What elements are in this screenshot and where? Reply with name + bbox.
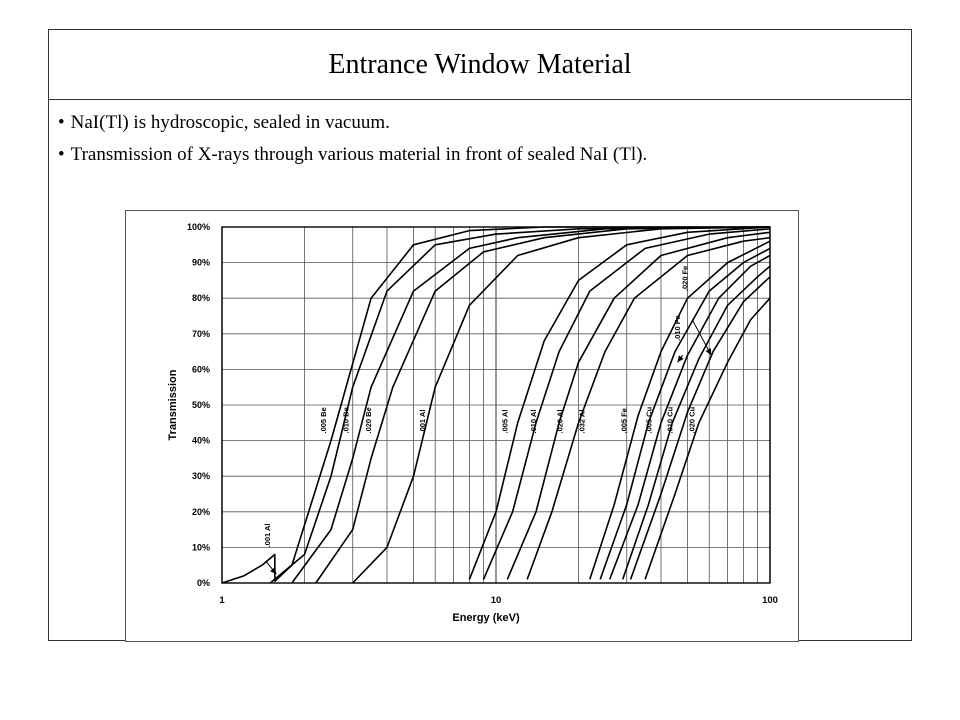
series-line	[506, 231, 771, 580]
series-line	[468, 226, 771, 580]
series-line	[629, 276, 771, 580]
chart-axes: 0% 10% 20% 30% 40% 50% 60% 70% 80% 90% 100% 1 10 100 E…	[167, 222, 778, 624]
series-label: .020 Cu	[688, 406, 697, 433]
label-arrowhead	[705, 348, 712, 356]
series-line	[589, 240, 771, 580]
y-tick-label: 70%	[192, 329, 210, 339]
series-label: .010 Be	[342, 407, 351, 433]
series-line	[644, 297, 771, 580]
series-line	[599, 247, 771, 580]
transmission-chart: .001 Al .005 Be .010 Be .020 Be .001 Al .005 …	[167, 222, 778, 624]
bullet-item: NaI(Tl) is hydroscopic, sealed in vacuum…	[58, 112, 647, 134]
series-label: .010 Cu	[665, 406, 674, 433]
y-tick-label: 40%	[192, 436, 210, 446]
title-row: Entrance Window Material	[49, 30, 911, 100]
series-label: .020 Fe	[681, 266, 690, 291]
plot-area-border	[221, 226, 771, 584]
series-label: .032 Al	[577, 410, 586, 434]
y-tick-label: 80%	[192, 293, 210, 303]
y-tick-label: 50%	[192, 400, 210, 410]
y-tick-label: 20%	[192, 507, 210, 517]
chart-container: .001 Al .005 Be .010 Be .020 Be .001 Al .005 …	[125, 210, 799, 642]
chart-annotations: .001 Al .005 Be .010 Be .020 Be .001 Al .005 …	[263, 266, 712, 575]
x-tick-label: 1	[219, 595, 225, 606]
x-tick-label: 10	[491, 595, 502, 606]
chart-curves	[221, 226, 771, 584]
series-line	[482, 228, 771, 580]
series-label: .010 Fe	[673, 315, 682, 340]
series-line	[352, 226, 771, 584]
series-line	[269, 226, 771, 584]
series-label: .005 Be	[319, 407, 328, 433]
series-line	[526, 236, 771, 580]
series-label: .020 Al	[556, 410, 565, 434]
series-line	[315, 226, 771, 584]
slide-title: Entrance Window Material	[328, 48, 632, 80]
bullet-text: Transmission of X-rays through various m…	[70, 144, 648, 165]
series-label: .005 Fe	[620, 408, 629, 433]
series-line	[291, 226, 771, 584]
series-label: .001 Al	[418, 410, 427, 434]
series-label: .001 Al	[263, 523, 272, 547]
y-tick-label: 60%	[192, 364, 210, 374]
label-arrowhead	[270, 567, 277, 575]
y-tick-label: 90%	[192, 258, 210, 268]
series-line	[608, 254, 771, 580]
bullet-text: NaI(Tl) is hydroscopic, sealed in vacuum…	[70, 112, 390, 133]
y-tick-label: 10%	[192, 542, 210, 552]
x-axis-title: Energy (keV)	[452, 612, 520, 624]
series-label: .005 Al	[500, 410, 509, 434]
bullet-list: NaI(Tl) is hydroscopic, sealed in vacuum…	[58, 112, 648, 176]
x-tick-label: 100	[762, 595, 778, 606]
y-axis-title: Transmission	[167, 369, 179, 440]
y-tick-label: 0%	[197, 578, 210, 588]
y-tick-label: 100%	[187, 222, 210, 232]
series-label: .010 Al	[529, 410, 538, 434]
label-arrow	[691, 319, 712, 356]
series-line	[621, 265, 771, 580]
bullet-item: Transmission of X-rays through various m…	[58, 144, 648, 166]
series-line	[221, 226, 770, 584]
label-arrowhead	[677, 355, 684, 363]
series-label: .020 Be	[364, 407, 373, 433]
series-label: .005 Cu	[645, 406, 654, 433]
y-tick-label: 30%	[192, 471, 210, 481]
